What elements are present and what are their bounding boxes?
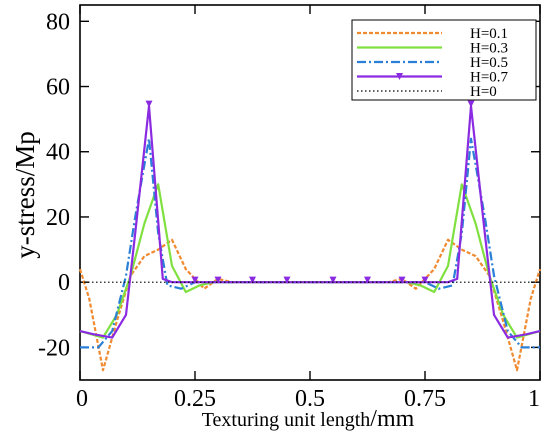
y-tick-label: 0 (58, 270, 70, 296)
series-marker (398, 276, 406, 284)
series-marker (214, 276, 222, 284)
x-tick-label: 0.5 (295, 386, 325, 412)
series-marker (421, 276, 429, 284)
series-line (79, 183, 541, 339)
series-marker (364, 276, 371, 284)
series-marker (249, 276, 256, 284)
legend-box (351, 19, 537, 101)
series-line (80, 137, 540, 349)
y-tick-label: 40 (46, 140, 70, 166)
x-axis-label-main: Texturing unit length (202, 409, 371, 431)
series-marker (329, 276, 337, 284)
legend-label: H=0.7 (470, 70, 509, 86)
series-line (78, 238, 542, 372)
y-tick-label: 80 (46, 9, 70, 35)
y-tick-label: 20 (46, 205, 70, 231)
legend-label: H=0.3 (470, 41, 508, 57)
x-axis-label: Texturing unit length/mm (202, 406, 415, 432)
series-layer (78, 100, 542, 372)
series-marker (191, 276, 199, 284)
legend-label: H=0.5 (470, 55, 508, 71)
x-tick-label: 0.25 (174, 386, 216, 412)
series-marker (283, 276, 291, 284)
legend-label: H=0.1 (470, 26, 508, 42)
legend-marker (396, 73, 403, 80)
series-marker (145, 100, 153, 108)
x-tick-label: 0.75 (404, 386, 446, 412)
y-tick-label: 60 (46, 75, 70, 101)
series-marker (467, 100, 475, 108)
y-tick-label: -20 (38, 335, 70, 361)
x-tick-label: 1 (528, 386, 540, 412)
x-axis-label-unit: /mm (370, 406, 414, 432)
legend-label: H=0 (470, 84, 497, 100)
series-line (79, 104, 541, 339)
legend: H=0.1H=0.3H=0.5H=0.7H=0 (351, 19, 537, 101)
x-tick-label: 0 (76, 386, 88, 412)
y-axis-label: y-stress/Mp (10, 131, 40, 259)
